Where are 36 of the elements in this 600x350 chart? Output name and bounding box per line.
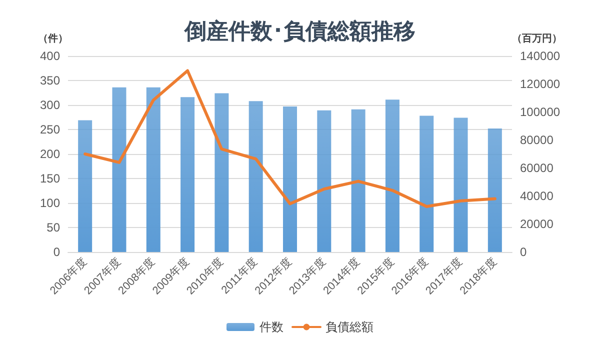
y2-tick-label: 40000 [520, 189, 554, 203]
bar [248, 101, 263, 252]
bar [214, 93, 229, 252]
y-tick-label: 300 [40, 98, 60, 112]
bar [283, 106, 297, 252]
y-tick-label: 150 [40, 172, 60, 186]
bar [351, 109, 366, 252]
y-tick-label: 250 [40, 122, 60, 136]
y2-tick-label: 60000 [520, 161, 554, 175]
bar [385, 100, 400, 252]
y2-tick-label: 80000 [520, 133, 554, 147]
bar [180, 97, 195, 252]
y-tick-label: 0 [53, 245, 60, 259]
y-tick-label: 400 [40, 49, 60, 63]
y-tick-label: 350 [40, 74, 60, 88]
bar [78, 120, 92, 252]
legend-label: 負債総額 [326, 320, 374, 334]
bar [420, 116, 434, 252]
y2-tick-label: 0 [520, 245, 527, 259]
y-tick-label: 200 [40, 147, 60, 161]
y2-axis-title: （百万円） [512, 34, 562, 44]
bar [488, 128, 502, 252]
y2-tick-label: 100000 [520, 105, 560, 119]
y-tick-label: 100 [40, 196, 60, 210]
y2-tick-label: 120000 [520, 77, 560, 91]
y2-tick-label: 140000 [520, 49, 560, 63]
bar [454, 118, 468, 252]
legend-label: 件数 [260, 320, 284, 334]
chart-title: 倒産件数･負債総額推移 [184, 18, 416, 44]
bar [146, 87, 160, 252]
bar [317, 110, 332, 252]
y-axis-title: （件） [38, 32, 68, 44]
bar [112, 87, 126, 252]
y2-tick-label: 20000 [520, 217, 554, 231]
y-tick-label: 50 [46, 220, 60, 234]
line-series [84, 69, 496, 208]
